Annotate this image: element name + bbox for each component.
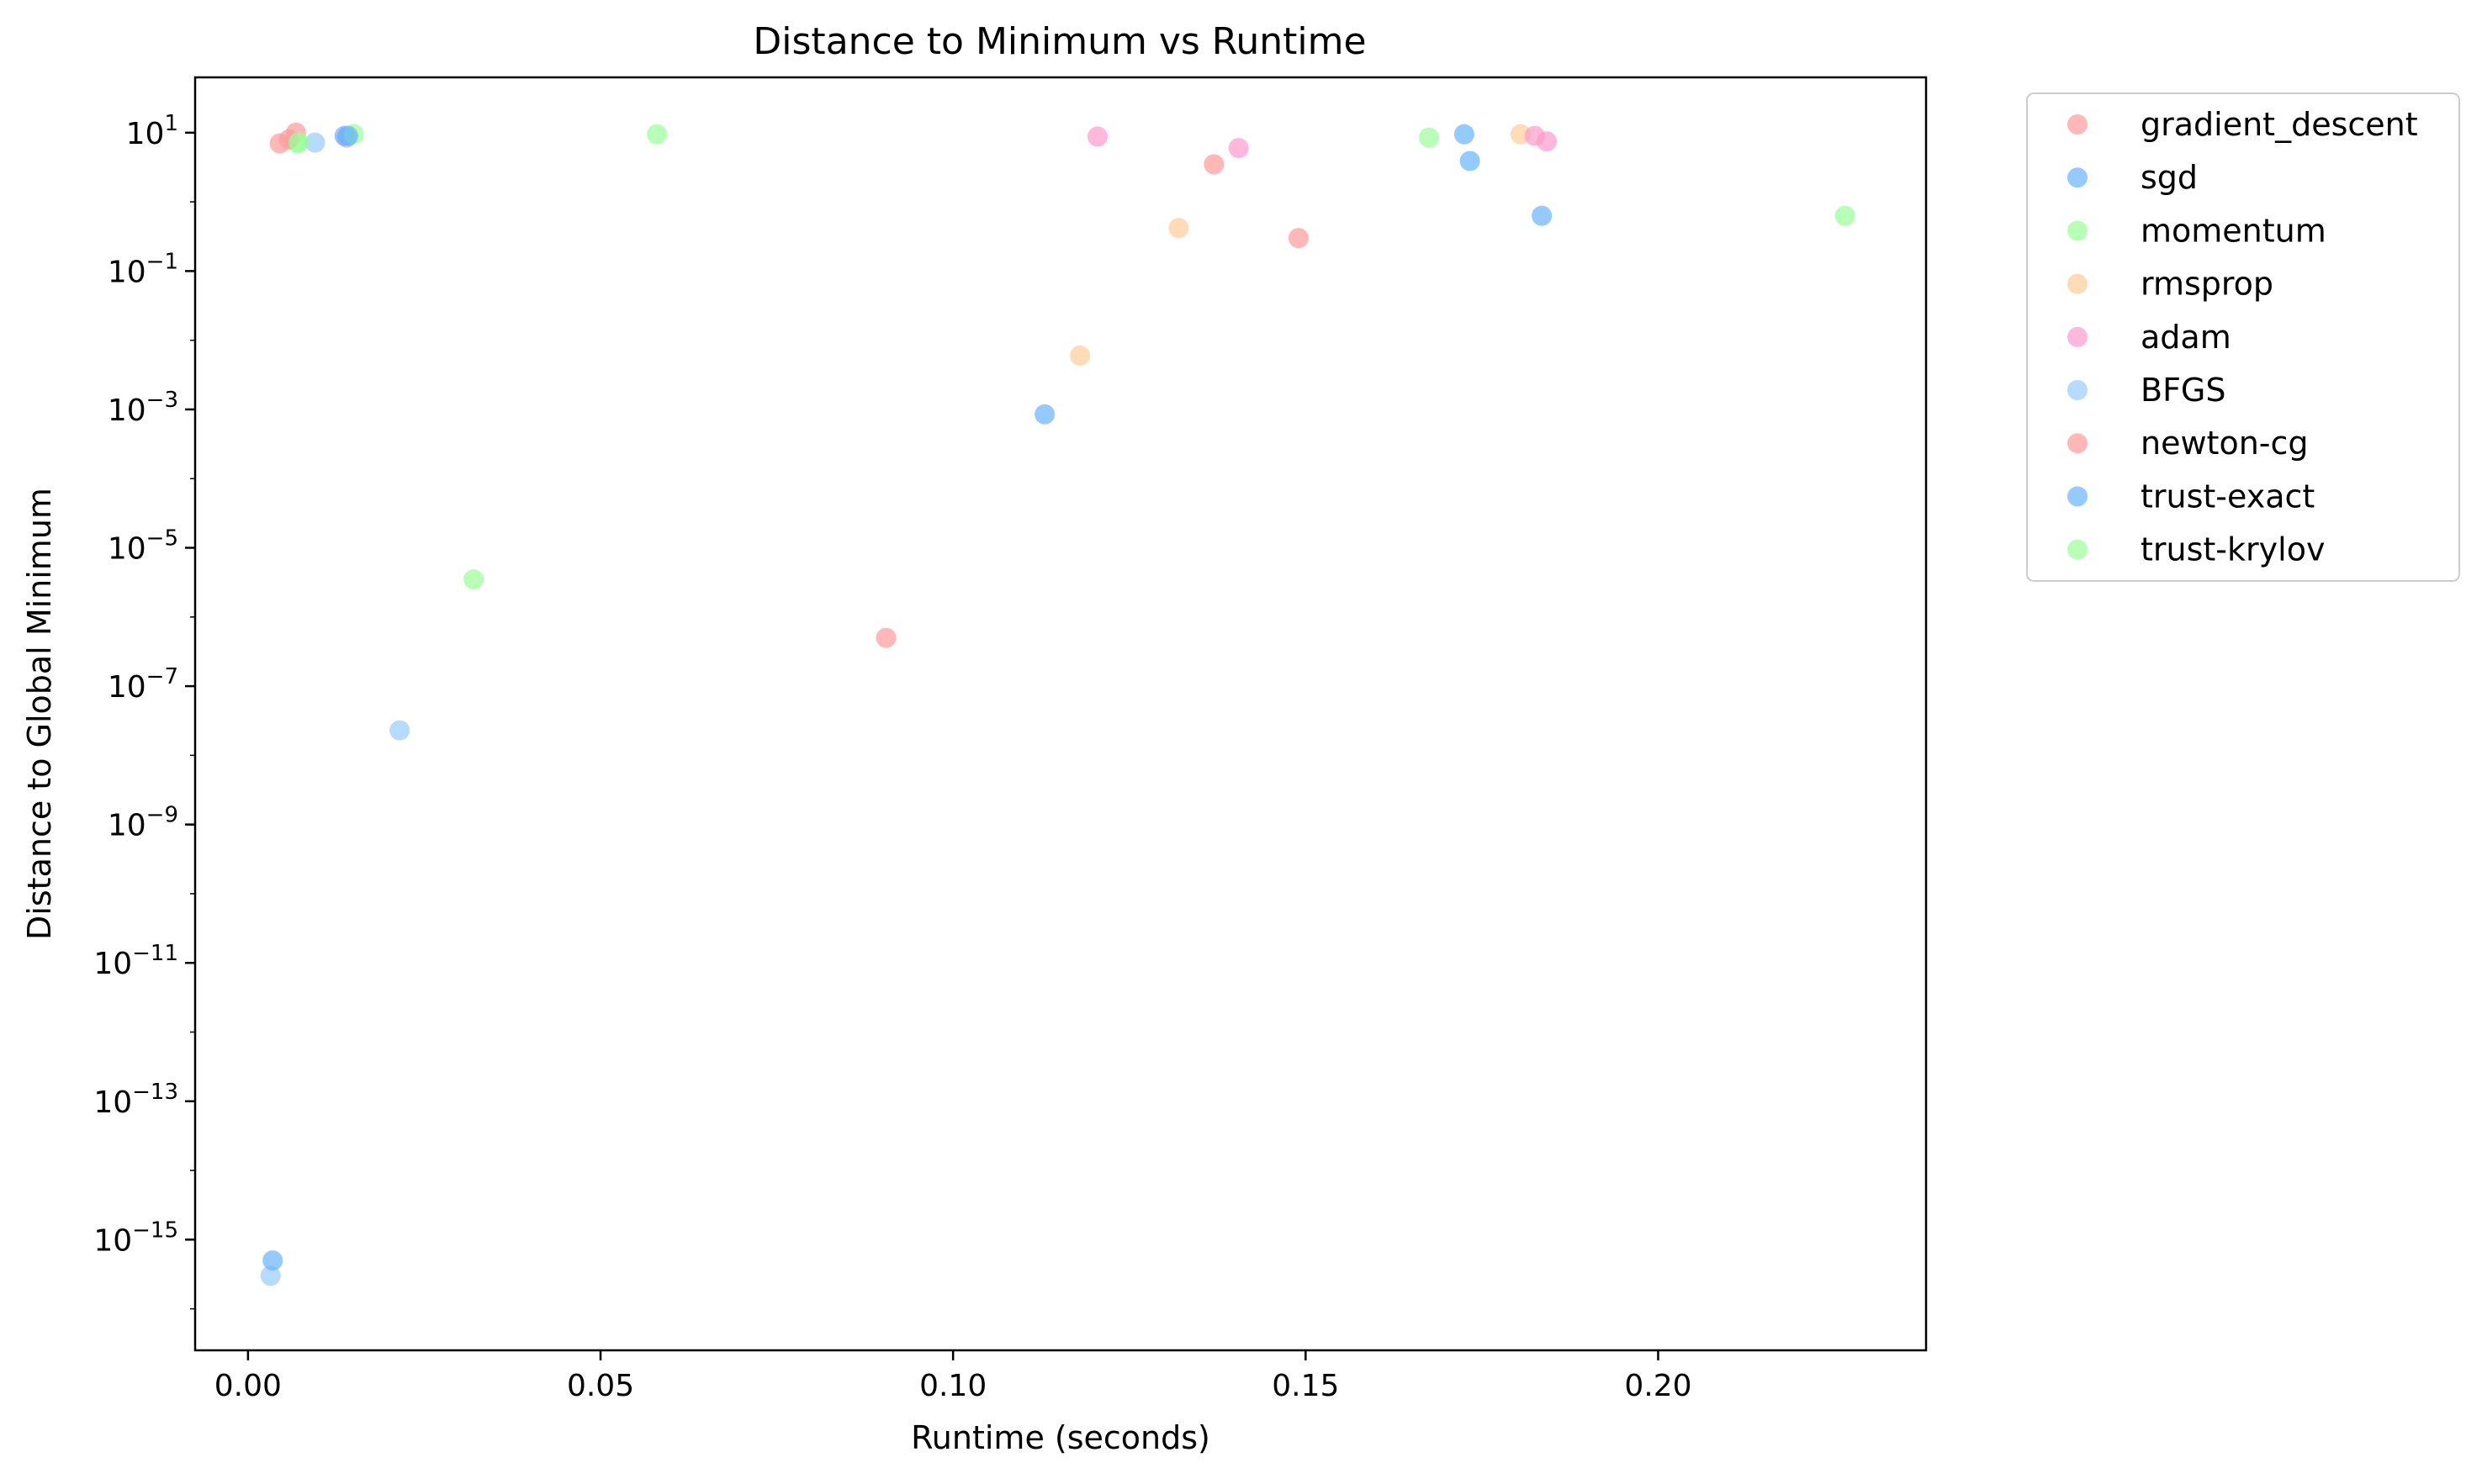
x-tick-label: 0.15 (1272, 1369, 1339, 1403)
x-axis-label: Runtime (seconds) (911, 1419, 1210, 1456)
point-rmsprop (1070, 345, 1091, 366)
legend-marker-trust-exact (2067, 486, 2088, 507)
plot-frame (193, 76, 1928, 1352)
legend-label-rmsprop: rmsprop (2141, 266, 2273, 303)
point-momentum (1419, 127, 1440, 148)
legend-marker-sgd (2067, 167, 2088, 188)
legend-label-sgd: sgd (2141, 159, 2198, 196)
legend-frame (2026, 92, 2460, 582)
legend-marker-adam (2067, 326, 2088, 347)
point-momentum (1834, 205, 1855, 226)
legend-label-trust-krylov: trust-krylov (2141, 531, 2325, 568)
y-tick-label: 101 (126, 111, 178, 151)
point-sgd (1453, 124, 1474, 145)
points-layer (260, 122, 1855, 1286)
point-gradient_descent (1288, 228, 1309, 249)
chart-title: Distance to Minimum vs Runtime (753, 20, 1366, 63)
point-adam (1088, 126, 1109, 147)
point-adam (1228, 138, 1249, 159)
y-tick-label: 10−11 (93, 941, 178, 981)
x-tick-label: 0.10 (919, 1369, 987, 1403)
point-newton-cg (876, 627, 897, 648)
legend-marker-trust-krylov (2067, 539, 2088, 560)
x-tick-label: 0.20 (1624, 1369, 1691, 1403)
legend-marker-rmsprop (2067, 273, 2088, 294)
point-gradient_descent (1204, 154, 1225, 175)
y-tick-label: 10−1 (108, 249, 178, 289)
point-trust-krylov (288, 132, 310, 153)
point-sgd (1035, 404, 1056, 425)
y-tick-label: 10−15 (93, 1217, 178, 1258)
point-sgd (1459, 151, 1480, 172)
y-axis: 101 10−1 10−3 10−5 10−7 10−9 10−11 10−13 10−15 (93, 111, 195, 1310)
point-trust-exact (337, 125, 358, 146)
point-adam (1537, 131, 1558, 152)
point-momentum (647, 124, 668, 145)
x-tick-label: 0.00 (214, 1369, 282, 1403)
y-tick-label: 10−13 (93, 1080, 178, 1120)
point-BFGS (304, 132, 325, 153)
legend-marker-gradient_descent (2067, 114, 2088, 135)
legend-marker-momentum (2067, 220, 2088, 241)
y-tick-label: 10−7 (108, 664, 178, 705)
point-rmsprop (1168, 218, 1189, 239)
x-tick-label: 0.05 (567, 1369, 634, 1403)
point-BFGS (260, 1265, 281, 1286)
y-tick-label: 10−9 (108, 803, 178, 843)
legend-marker-newton-cg (2067, 433, 2088, 454)
point-sgd (1532, 205, 1553, 226)
legend-label-momentum: momentum (2141, 212, 2326, 249)
legend-label-trust-exact: trust-exact (2141, 478, 2315, 515)
point-trust-exact (262, 1250, 283, 1271)
y-tick-label: 10−3 (108, 388, 178, 428)
x-axis: 0.00 0.05 0.10 0.15 0.20 (214, 1350, 1692, 1403)
y-axis-label: Distance to Global Minimum (21, 488, 58, 940)
y-tick-label: 10−5 (108, 526, 178, 567)
point-momentum (463, 569, 484, 590)
point-BFGS (389, 720, 410, 741)
legend-label-newton-cg: newton-cg (2141, 425, 2309, 462)
legend-marker-BFGS (2067, 380, 2088, 400)
legend-label-adam: adam (2141, 319, 2231, 356)
legend-label-gradient_descent: gradient_descent (2141, 106, 2418, 143)
legend-label-BFGS: BFGS (2141, 372, 2226, 409)
